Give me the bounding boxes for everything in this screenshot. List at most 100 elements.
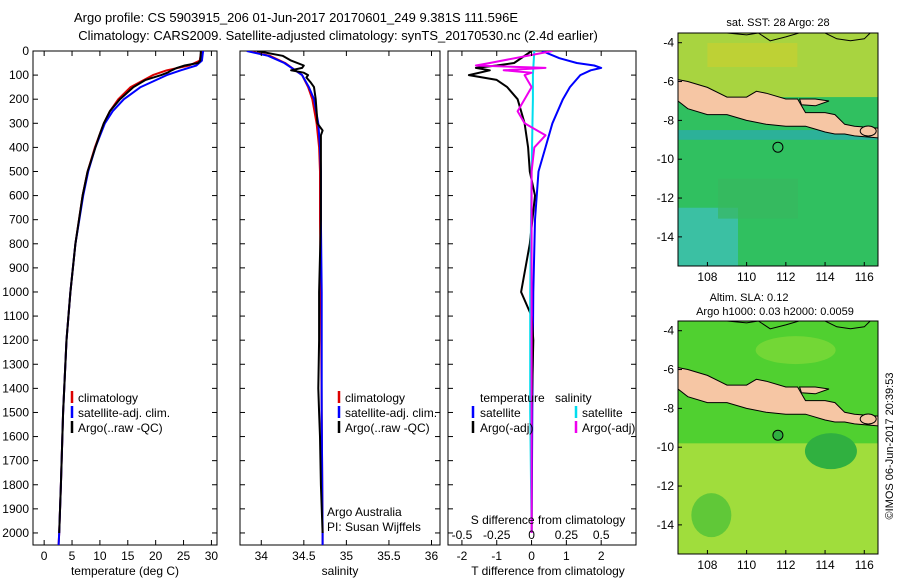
warm-patch <box>707 43 798 67</box>
borneo-coastline <box>726 33 871 42</box>
legend-label: satellite-adj. clim. <box>78 406 170 420</box>
x-tick-label: 0 <box>528 549 535 563</box>
x-tick-label: 110 <box>737 558 756 572</box>
y-tick-label: 1500 <box>2 405 29 419</box>
legend-label: climatology <box>78 391 138 405</box>
s-tick-label: -0.25 <box>483 528 511 542</box>
temperature-lines <box>57 51 205 545</box>
sla-map <box>678 321 878 554</box>
difference-axes: -2 -1 0 1 2 -0.5 -0.25 0 0.25 0.5 <box>448 50 636 563</box>
s-tick-label: 0.25 <box>555 528 579 542</box>
y-tick-label: -10 <box>657 440 675 454</box>
cool-band <box>678 130 878 140</box>
temperature-xlabel: temperature (deg C) <box>71 564 179 578</box>
x-tick-label: 114 <box>815 270 834 284</box>
sst-map-frame <box>677 32 879 267</box>
x-tick-label: 110 <box>737 270 756 284</box>
y-tick-label: 300 <box>9 116 29 130</box>
x-tick-label: 2 <box>598 549 605 563</box>
x-tick-label: 112 <box>776 558 795 572</box>
legend-label: Argo(..raw -QC) <box>78 421 163 435</box>
java-island <box>678 367 878 427</box>
x-tick-label: 0 <box>41 549 48 563</box>
credit-text: ©IMOS 06-Jun-2017 20:39:53 <box>884 373 896 520</box>
y-tick-label: -12 <box>657 479 675 493</box>
argo-float-marker <box>772 429 784 441</box>
series-line-s-argo-adj- <box>474 51 553 533</box>
salinity-legend: climatology satellite-adj. clim. Argo(..… <box>327 391 437 534</box>
y-tick-label: 800 <box>9 237 29 251</box>
y-tick-label: -14 <box>657 518 675 532</box>
x-tick-label: 35.5 <box>377 549 401 563</box>
sla-patch <box>755 336 836 365</box>
x-tick-label: 30 <box>205 549 219 563</box>
y-tick-label: -8 <box>663 401 674 415</box>
x-tick-label: 15 <box>121 549 135 563</box>
sla-map-frame <box>677 320 879 555</box>
temperature-axes: 0 5 10 15 20 25 300100200300400500600700800900… <box>2 44 218 563</box>
bali-lombok-island <box>859 413 877 425</box>
x-tick-label: 114 <box>815 558 834 572</box>
y-tick-label: 200 <box>9 92 29 106</box>
java-island <box>678 79 878 139</box>
legend-label: Argo(..raw -QC) <box>345 421 430 435</box>
y-tick-label: 1800 <box>2 478 29 492</box>
legend-label: climatology <box>345 391 405 405</box>
y-tick-label: -14 <box>657 230 675 244</box>
y-tick-label: 600 <box>9 189 29 203</box>
x-tick-label: -1 <box>491 549 502 563</box>
x-tick-label: 34.5 <box>292 549 316 563</box>
y-tick-label: 1400 <box>2 381 29 395</box>
difference-top-label: S difference from climatology <box>471 513 626 527</box>
borneo-coastline <box>726 321 871 330</box>
y-tick-label: 1000 <box>2 285 29 299</box>
sla-map-axes: 108 110 112 114 116 -4 -6 -8 -10 -12 -14 <box>657 324 875 572</box>
salinity-axes: 34 34.5 35 35.5 36 <box>240 50 440 563</box>
x-tick-label: -2 <box>457 549 468 563</box>
sst-map-title: sat. SST: 28 Argo: 28 <box>726 17 829 29</box>
y-tick-label: -6 <box>663 363 674 377</box>
argo-float-marker <box>772 141 784 153</box>
y-tick-label: -4 <box>663 36 674 50</box>
madura-island <box>798 386 830 395</box>
series-line-t-satellite <box>530 51 603 534</box>
mid-patch <box>718 178 798 219</box>
x-tick-label: 20 <box>149 549 163 563</box>
x-tick-label: 1 <box>563 549 570 563</box>
legend-label: satellite <box>480 406 521 420</box>
x-tick-label: 108 <box>697 558 717 572</box>
salinity-panel <box>239 50 441 546</box>
legend-label: satellite <box>582 406 623 420</box>
x-tick-label: 34 <box>255 549 269 563</box>
bali-lombok-island <box>859 125 877 137</box>
difference-legend: temperature salinity satellite Argo(-adj… <box>471 391 635 435</box>
x-tick-label: 108 <box>697 270 717 284</box>
s-tick-label: 0 <box>528 528 535 542</box>
sla-map-subtitle: Argo h1000: 0.03 h2000: 0.0059 <box>696 306 854 318</box>
difference-lines <box>467 51 603 534</box>
y-tick-label: -4 <box>663 324 674 338</box>
y-tick-label: 1100 <box>3 309 29 323</box>
sla-map-title: Altim. SLA: 0.12 <box>710 292 789 304</box>
y-tick-label: 1700 <box>2 454 29 468</box>
difference-xlabel: T difference from climatology <box>471 564 625 578</box>
y-tick-label: 1200 <box>2 333 29 347</box>
y-tick-label: 400 <box>9 140 29 154</box>
salinity-xlabel: salinity <box>322 564 359 578</box>
temperature-panel <box>32 50 218 546</box>
x-tick-label: 112 <box>776 270 795 284</box>
y-tick-label: 100 <box>9 68 29 82</box>
y-tick-label: -6 <box>663 75 674 89</box>
series-line-argo-raw-qc- <box>58 51 202 534</box>
series-line-argo-raw-qc- <box>256 51 324 534</box>
y-tick-label: -10 <box>657 152 675 166</box>
x-tick-label: 25 <box>177 549 191 563</box>
y-tick-label: -12 <box>657 191 675 205</box>
sla-patch <box>691 493 732 538</box>
x-tick-label: 5 <box>69 549 76 563</box>
figure-title-line-1: Argo profile: CS 5903915_206 01-Jun-2017… <box>74 10 518 25</box>
y-tick-label: 1600 <box>2 430 29 444</box>
difference-panel <box>447 50 637 546</box>
x-tick-label: 35 <box>340 549 354 563</box>
